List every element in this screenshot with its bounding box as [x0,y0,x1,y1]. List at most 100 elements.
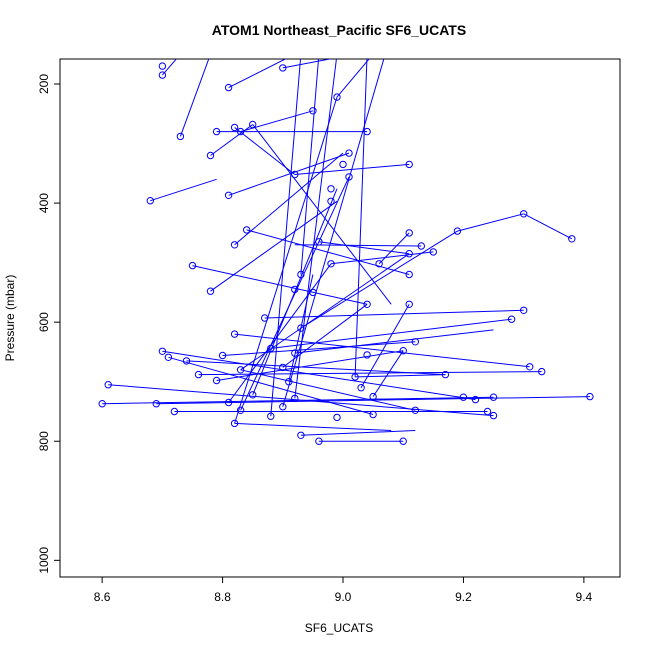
series-line-segment [168,356,374,415]
series-line-segment [210,200,338,292]
series-line-segment [222,341,416,356]
data-point [212,127,221,136]
y-axis: 200 400 600 800 1000 [37,74,60,574]
x-tick-label: 8.6 [94,590,111,604]
data-point [405,250,413,258]
x-axis-label: SF6_UCATS [305,621,373,635]
data-point [327,185,335,193]
series-line-segment [240,176,350,411]
data-point [182,357,191,365]
y-tick-label: 200 [37,74,51,94]
data-point [249,120,257,129]
data-point [345,173,353,181]
data-point [405,229,413,237]
data-point [206,151,215,160]
data-point [164,353,173,361]
series-line-segment [355,374,446,378]
data-point [230,123,239,132]
data-point [489,411,498,420]
x-tick-label: 9.0 [335,590,352,604]
series-line-segment [234,96,338,424]
y-axis-label: Pressure (mbar) [3,275,17,362]
data-point [375,260,383,268]
data-point [243,226,251,234]
data-point [146,197,155,205]
data-point [586,392,594,401]
y-tick-label: 400 [37,193,51,213]
data-point [297,270,305,279]
data-point [441,370,450,379]
data-point [285,378,293,386]
plot-frame [59,58,621,578]
data-point [345,149,353,157]
series-line-segment [378,232,410,265]
data-point [309,107,317,115]
data-point [212,376,221,385]
series-line-segment [252,124,392,305]
data-point [568,235,576,243]
series-line-segment [354,59,368,377]
data-point [315,238,323,246]
series-line-segment [300,230,458,329]
data-point [363,300,371,308]
series-line-segment [162,350,476,401]
data-point [236,127,245,136]
series-line-segment [294,244,422,247]
y-tick-label: 1000 [37,547,51,574]
data-point [261,314,269,322]
series-line-segment [294,59,337,399]
series-line-segment [240,253,410,371]
y-tick-label: 800 [37,431,51,451]
data-point [188,261,197,270]
data-point [417,242,425,250]
x-tick-label: 8.8 [214,590,231,604]
data-point [483,407,492,416]
data-point [152,400,161,408]
x-tick-label: 9.4 [576,590,593,604]
series-line-segment [252,188,338,395]
series-line-segment [234,127,296,175]
data-point [291,394,299,403]
y-tick-label: 600 [37,312,51,332]
data-point [224,83,233,92]
data-point [333,93,341,101]
data-point [279,363,287,372]
data-point [230,419,239,428]
data-point [236,406,245,414]
data-point [224,398,233,407]
x-tick-label: 9.2 [455,590,472,604]
data-point [429,248,437,256]
series-line-segment [523,213,573,240]
data-point [520,210,528,218]
data-point [520,306,528,314]
series-line-segment [336,59,370,98]
data-point [405,160,413,169]
data-point [315,437,323,445]
series-line-segment [150,178,217,202]
data-point [333,413,341,422]
data-point [236,366,245,374]
data-point [158,62,167,70]
data-point [405,300,413,308]
series-line-segment [192,265,368,305]
data-point [230,241,239,249]
series-line-segment [162,59,177,76]
data-point [526,363,534,371]
series-line-segment [282,59,333,69]
series-line-segment [282,59,385,407]
data-point [230,330,239,338]
data-point [218,351,227,360]
data-point [267,344,275,353]
data-point [453,227,462,235]
data-point [538,367,546,376]
series-line-segment [360,304,410,388]
series-line-segment [234,422,392,431]
series-line-segment [457,213,524,232]
data-point [170,407,179,416]
data-point [363,127,371,136]
data-point [279,403,287,411]
data-point [297,324,305,332]
data-point [405,270,413,279]
series-line-segment [318,241,410,255]
data-point [194,370,203,379]
